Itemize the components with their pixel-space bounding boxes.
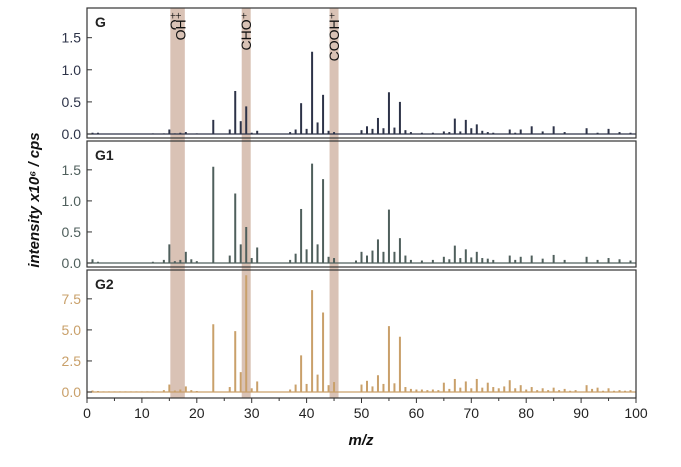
y-tick-label: 0.0 — [62, 384, 82, 400]
x-tick-label: 60 — [409, 405, 425, 421]
x-tick-label: 10 — [134, 405, 150, 421]
panel-frame — [86, 140, 637, 268]
spectrum-panel: 0.0 0.5 1.0 1.5 G — [62, 14, 636, 142]
y-axis-title: intensity x10⁶ / cps — [26, 132, 43, 267]
panel-frame — [86, 269, 637, 399]
y-tick-label: 0.5 — [62, 224, 82, 240]
ion-marker-label: CHO⁺ — [238, 12, 254, 51]
spectrum-panel: 0.0 2.5 5.0 7.5 G2 — [62, 275, 636, 400]
x-tick-label: 90 — [573, 405, 589, 421]
ion-marker-bands: O⁺OH⁺ CHO⁺ COOH⁺ — [167, 8, 342, 398]
panel-label: G2 — [95, 276, 114, 292]
y-tick-label: 0.0 — [62, 255, 82, 271]
y-tick-label: 5.0 — [62, 322, 82, 338]
ion-marker-label: OH⁺ — [172, 12, 188, 40]
y-tick-label: 2.5 — [62, 353, 82, 369]
ion-marker-band — [175, 8, 185, 398]
panel-frame — [86, 7, 637, 139]
x-tick-label: 0 — [83, 405, 91, 421]
x-tick-label: 50 — [354, 405, 370, 421]
spectrum-panels: 0.0 0.5 1.0 1.5 G 0.0 0.5 1.0 1.5 G1 0.0 2.5 5.0 7.5 G… — [62, 14, 636, 400]
x-tick-label: 100 — [624, 405, 648, 421]
ion-marker-band — [170, 8, 180, 398]
x-axis-title: m/z — [348, 432, 374, 449]
ion-marker-band — [241, 8, 251, 398]
y-tick-label: 1.5 — [62, 30, 82, 46]
y-tick-label: 0.0 — [62, 126, 82, 142]
x-axis: 0 10 20 30 40 50 60 70 80 90 100 — [83, 398, 648, 421]
spectrum-panel: 0.0 0.5 1.0 1.5 G1 — [62, 147, 636, 271]
x-tick-label: 70 — [464, 405, 480, 421]
x-tick-label: 30 — [244, 405, 260, 421]
y-tick-label: 0.5 — [62, 94, 82, 110]
ion-marker-band — [329, 8, 339, 398]
x-tick-label: 80 — [518, 405, 534, 421]
panel-frames — [86, 7, 637, 399]
panel-label: G — [95, 14, 106, 30]
y-tick-label: 1.0 — [62, 193, 82, 209]
ion-marker-label: COOH⁺ — [326, 12, 342, 61]
x-tick-label: 20 — [189, 405, 205, 421]
y-tick-label: 7.5 — [62, 291, 82, 307]
panel-label: G1 — [95, 147, 114, 163]
x-tick-label: 40 — [299, 405, 315, 421]
y-tick-label: 1.0 — [62, 62, 82, 78]
y-tick-label: 1.5 — [62, 162, 82, 178]
